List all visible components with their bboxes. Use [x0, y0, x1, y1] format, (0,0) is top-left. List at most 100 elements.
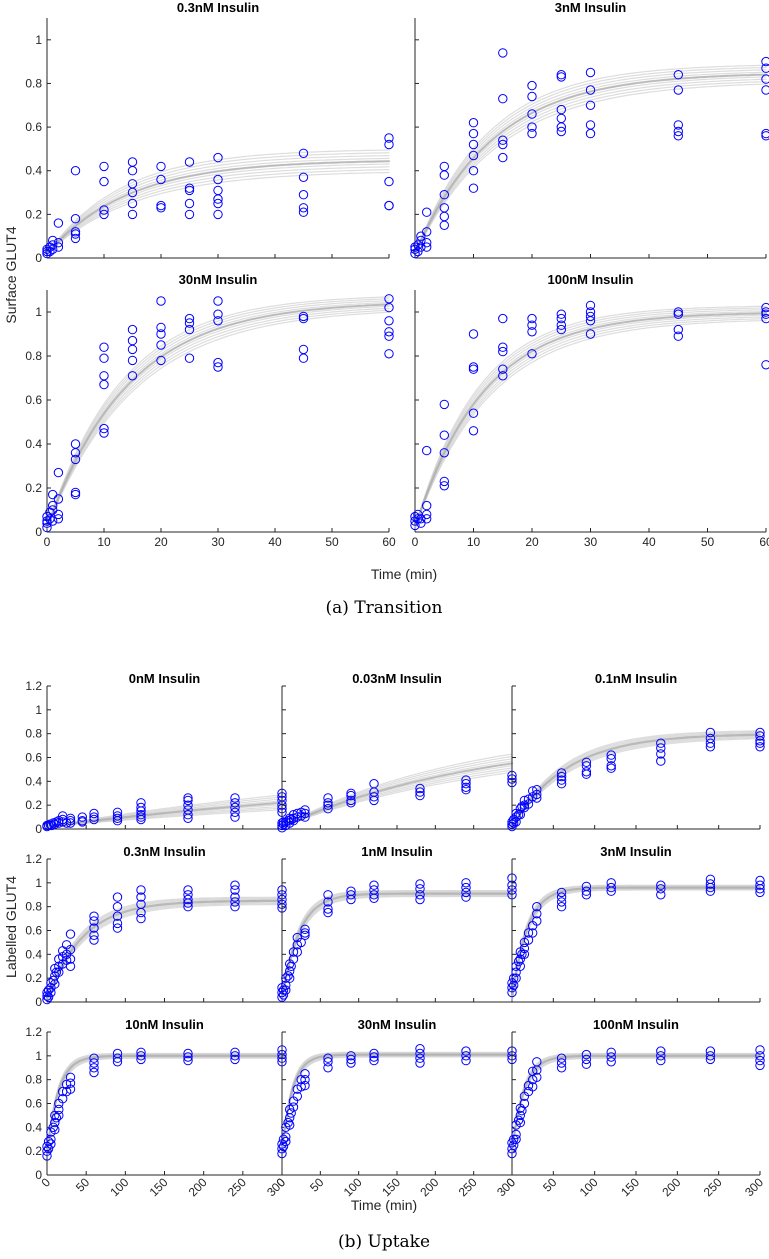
- data-point: [384, 139, 394, 150]
- data-point: [300, 805, 310, 815]
- data-point: [422, 242, 432, 252]
- data-point: [42, 994, 52, 1005]
- data-point: [410, 248, 420, 259]
- data-point: [156, 340, 166, 350]
- data-point: [415, 1048, 425, 1059]
- y-tick-label: 1: [35, 1049, 42, 1063]
- data-point: [323, 897, 333, 907]
- data-point: [46, 1139, 56, 1149]
- data-point: [298, 172, 309, 183]
- data-point: [296, 937, 306, 948]
- data-point: [42, 1146, 52, 1156]
- data-point: [755, 742, 765, 752]
- data-point: [415, 1053, 425, 1063]
- data-point: [755, 875, 765, 886]
- data-point: [761, 128, 769, 139]
- y-tick-label: 0.8: [25, 900, 42, 914]
- fit-curve-sample: [281, 1052, 513, 1152]
- data-point: [761, 360, 769, 370]
- fit-curve-median: [413, 312, 768, 529]
- panel-title: 3nM Insulin: [555, 0, 627, 15]
- data-point: [230, 798, 240, 808]
- fit-curve-sample: [511, 887, 761, 1001]
- data-point: [48, 235, 58, 246]
- fit-curve-sample: [511, 736, 761, 828]
- data-point: [415, 884, 425, 894]
- data-point: [136, 810, 146, 820]
- fit-curve-sample: [46, 1057, 283, 1155]
- fit-curve-sample: [46, 163, 390, 255]
- data-point: [300, 808, 310, 819]
- data-point: [213, 309, 223, 319]
- fit-curve-sample: [511, 888, 761, 1001]
- data-point: [523, 928, 534, 938]
- data-point: [89, 930, 99, 940]
- data-point: [346, 795, 356, 806]
- data-point: [519, 1098, 530, 1109]
- data-point: [556, 1058, 567, 1068]
- transition-ylabel: Surface GLUT4: [3, 226, 19, 323]
- data-point: [527, 80, 537, 91]
- data-point: [755, 1060, 765, 1071]
- data-point: [527, 320, 537, 330]
- data-point: [70, 233, 81, 244]
- data-point: [48, 500, 58, 511]
- data-point: [65, 1078, 76, 1088]
- x-tick-label: 250: [701, 1175, 725, 1199]
- data-point: [230, 807, 240, 817]
- data-point: [556, 1053, 567, 1063]
- data-point: [415, 790, 425, 801]
- data-point: [346, 798, 356, 808]
- data-point: [281, 980, 291, 990]
- data-point: [517, 1106, 527, 1116]
- data-point: [183, 890, 193, 900]
- data-point: [230, 1051, 240, 1061]
- data-point: [755, 731, 765, 741]
- data-point: [183, 795, 193, 806]
- y-tick-label: 0.6: [25, 924, 42, 938]
- fit-curve-median: [510, 733, 762, 828]
- data-point: [45, 507, 55, 517]
- data-point: [606, 1057, 616, 1067]
- fit-curve-sample: [511, 1056, 761, 1152]
- data-point: [127, 198, 138, 209]
- fit-curve-sample: [511, 1054, 761, 1152]
- data-point: [461, 1046, 471, 1056]
- data-point: [42, 1151, 52, 1161]
- fit-curve-sample: [414, 314, 767, 529]
- fit-curve-sample: [511, 889, 761, 1001]
- y-tick-label: 1.2: [25, 679, 42, 693]
- y-tick-label: 1: [35, 33, 42, 47]
- data-point: [507, 983, 517, 993]
- data-point: [70, 214, 81, 224]
- data-point: [532, 902, 542, 912]
- x-tick-label: 10: [467, 535, 481, 549]
- data-point: [498, 94, 508, 104]
- data-point: [515, 1117, 525, 1128]
- data-point: [112, 1053, 123, 1063]
- data-point: [77, 817, 88, 827]
- data-point: [53, 242, 64, 252]
- fit-curve-sample: [281, 894, 513, 1001]
- transition-caption: (a) Transition: [326, 598, 443, 618]
- data-point: [527, 349, 537, 359]
- fit-curve-median: [280, 1053, 514, 1153]
- data-point: [509, 814, 519, 825]
- data-point: [277, 992, 287, 1002]
- fit-curve-sample: [46, 155, 390, 255]
- panel-title: 30nM Insulin: [179, 272, 258, 287]
- data-point: [136, 907, 146, 918]
- data-point: [285, 1113, 295, 1123]
- data-point: [656, 1055, 666, 1066]
- data-point: [112, 813, 123, 823]
- data-point: [286, 1108, 296, 1118]
- data-point: [300, 1069, 310, 1079]
- data-point: [532, 1072, 542, 1083]
- x-tick-label: 20: [525, 535, 539, 549]
- panel-uptake-0-03nm-insulin: 0.03nM Insulin: [277, 671, 517, 833]
- data-point: [298, 313, 309, 324]
- data-point: [528, 1082, 538, 1092]
- data-point: [99, 205, 109, 215]
- data-point: [755, 736, 765, 746]
